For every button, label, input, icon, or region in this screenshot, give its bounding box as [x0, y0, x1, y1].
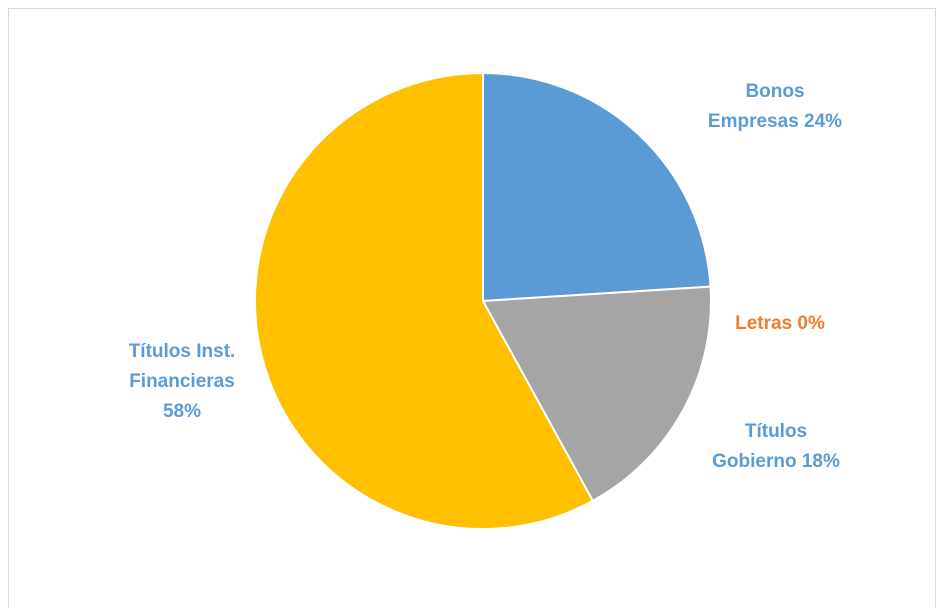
slice-label-line: Empresas 24% [708, 111, 842, 132]
pie-slice-títulos-gobierno [482, 285, 712, 502]
slice-label-line: Bonos [745, 81, 804, 102]
slice-label-line: Títulos Inst. [129, 341, 236, 362]
pie-slice-títulos-inst-financieras [254, 72, 594, 530]
slice-label-line: Gobierno 18% [712, 451, 840, 472]
pie-labels: Bonos Empresas 24% Letras 0% Títulos Gobiern… [129, 81, 842, 472]
slice-label-line: 58% [163, 401, 201, 422]
slice-label-line: Títulos [745, 421, 807, 442]
pie-slice-bonos-empresas [482, 72, 712, 302]
pie-chart: Bonos Empresas 24% Letras 0% Títulos Gobiern… [129, 72, 842, 530]
slice-label: Letras 0% [735, 313, 825, 334]
slice-label-line: Financieras [129, 371, 235, 392]
slice-label-line: Letras 0% [735, 313, 825, 334]
slice-label: Títulos Inst. Financieras 58% [129, 341, 236, 422]
slice-label: Títulos Gobierno 18% [712, 421, 840, 472]
pie-slices [254, 72, 712, 530]
slice-label: Bonos Empresas 24% [708, 81, 842, 132]
